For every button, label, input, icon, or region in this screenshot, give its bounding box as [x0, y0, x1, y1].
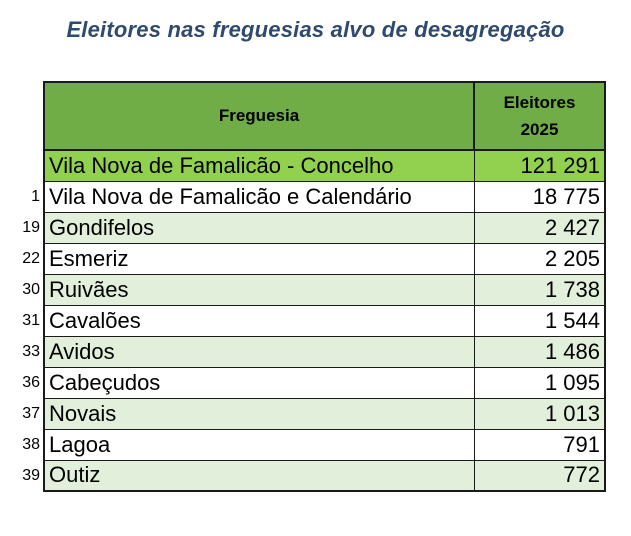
- row-number: 36: [22, 373, 40, 391]
- row-number: 31: [22, 311, 40, 329]
- freguesia-name: Esmeriz: [43, 243, 475, 275]
- table-row: 39 Outiz 772: [12, 460, 606, 492]
- table-row: 30 Ruivães 1 738: [12, 274, 606, 306]
- total-name: Vila Nova de Famalicão - Concelho: [43, 150, 475, 182]
- row-number: 39: [22, 466, 40, 484]
- eleitores-value: 791: [474, 429, 606, 461]
- voters-table-container: Freguesia Eleitores 2025 Vila Nova de Fa…: [12, 81, 606, 492]
- total-row: Vila Nova de Famalicão - Concelho 121 29…: [12, 150, 606, 182]
- eleitores-value: 1 486: [474, 336, 606, 368]
- freguesia-name: Vila Nova de Famalicão e Calendário: [43, 181, 475, 213]
- table-row: 1 Vila Nova de Famalicão e Calendário 18 7…: [12, 181, 606, 213]
- freguesia-name: Gondifelos: [43, 212, 475, 244]
- eleitores-value: 1 544: [474, 305, 606, 337]
- table-row: 36 Cabeçudos 1 095: [12, 367, 606, 399]
- eleitores-value: 18 775: [474, 181, 606, 213]
- row-number: 22: [22, 249, 40, 267]
- eleitores-value: 2 205: [474, 243, 606, 275]
- page-title: Eleitores nas freguesias alvo de desagre…: [66, 17, 565, 42]
- freguesia-name: Novais: [43, 398, 475, 430]
- row-number: [12, 150, 44, 181]
- freguesia-name: Cavalões: [43, 305, 475, 337]
- row-number: 30: [22, 280, 40, 298]
- table-row: 31 Cavalões 1 544: [12, 305, 606, 337]
- eleitores-value: 1 738: [474, 274, 606, 306]
- header-freguesia: Freguesia: [43, 81, 475, 151]
- total-value: 121 291: [474, 150, 606, 182]
- table-row: 19 Gondifelos 2 427: [12, 212, 606, 244]
- freguesia-name: Lagoa: [43, 429, 475, 461]
- header-eleitores-label: Eleitores: [503, 93, 576, 112]
- freguesia-name: Cabeçudos: [43, 367, 475, 399]
- table-header-row: Freguesia Eleitores 2025: [12, 81, 606, 151]
- header-blank-cell: [12, 82, 44, 150]
- freguesia-name: Ruivães: [43, 274, 475, 306]
- eleitores-value: 1 095: [474, 367, 606, 399]
- row-number: 33: [22, 342, 40, 360]
- freguesia-name: Avidos: [43, 336, 475, 368]
- eleitores-value: 1 013: [474, 398, 606, 430]
- table-row: 33 Avidos 1 486: [12, 336, 606, 368]
- row-number: 19: [22, 218, 40, 236]
- header-year-label: 2025: [520, 120, 559, 139]
- eleitores-value: 2 427: [474, 212, 606, 244]
- freguesia-name: Outiz: [43, 460, 475, 492]
- table-row: 37 Novais 1 013: [12, 398, 606, 430]
- row-number: 38: [22, 435, 40, 453]
- table-row: 22 Esmeriz 2 205: [12, 243, 606, 275]
- eleitores-value: 772: [474, 460, 606, 492]
- row-number: 37: [22, 404, 40, 422]
- voters-table: Freguesia Eleitores 2025 Vila Nova de Fa…: [12, 81, 606, 492]
- table-row: 38 Lagoa 791: [12, 429, 606, 461]
- header-eleitores: Eleitores 2025: [473, 81, 606, 151]
- row-number: 1: [31, 187, 40, 205]
